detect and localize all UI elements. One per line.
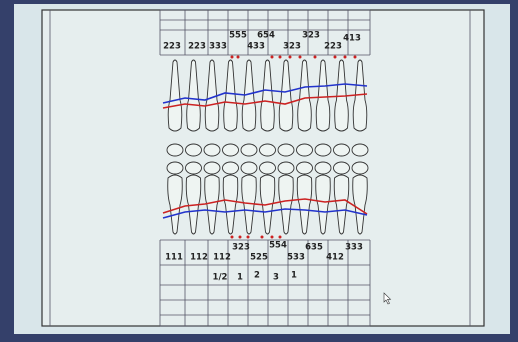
- lower-crown: [315, 162, 331, 174]
- upper-crown: [315, 144, 331, 156]
- probing-depth: 223: [163, 42, 181, 52]
- probing-depth: 323: [302, 31, 320, 41]
- probing-depth: 323: [283, 42, 301, 52]
- mobility: 1: [291, 271, 297, 281]
- lower-crown: [297, 162, 313, 174]
- upper-crown: [167, 144, 183, 156]
- lower-crown: [334, 162, 350, 174]
- mobility: 1/2: [213, 273, 228, 283]
- probing-depth: 223: [188, 42, 206, 52]
- upper-crown: [241, 144, 257, 156]
- probing-depth: 413: [343, 34, 361, 44]
- upper-crown: [223, 144, 239, 156]
- upper-crown: [278, 144, 294, 156]
- probing-depth: 223: [324, 42, 342, 52]
- photo: 2232233335556544333233232234131111121123…: [0, 0, 518, 342]
- lower-crown: [167, 162, 183, 174]
- probing-depth: 554: [269, 241, 287, 251]
- probing-depth: 111: [165, 253, 183, 263]
- probing-depth: 433: [247, 42, 265, 52]
- upper-crown: [204, 144, 220, 156]
- probing-depth: 412: [326, 253, 344, 263]
- lower-crown: [260, 162, 276, 174]
- upper-crown: [334, 144, 350, 156]
- teeth: [167, 60, 368, 234]
- probing-depth: 635: [305, 243, 323, 253]
- probing-depth: 333: [345, 243, 363, 253]
- upper-crown: [352, 144, 368, 156]
- mobility: 2: [254, 271, 260, 281]
- upper-crown: [260, 144, 276, 156]
- lower-crown: [204, 162, 220, 174]
- probing-depth: 533: [287, 253, 305, 263]
- mobility: 3: [273, 273, 279, 283]
- probing-depth: 333: [209, 42, 227, 52]
- lower-crown: [352, 162, 368, 174]
- probing-depth: 525: [250, 253, 268, 263]
- probing-depth: 112: [213, 253, 231, 263]
- lower-crown: [186, 162, 202, 174]
- probing-depth: 654: [257, 31, 275, 41]
- page: 2232233335556544333233232234131111121123…: [0, 0, 518, 342]
- lower-crown: [223, 162, 239, 174]
- upper-crown: [297, 144, 313, 156]
- mobility: 1: [237, 273, 243, 283]
- probing-depth: 323: [232, 243, 250, 253]
- probing-depth: 112: [190, 253, 208, 263]
- upper-crown: [186, 144, 202, 156]
- probing-depth: 555: [229, 31, 247, 41]
- lower-crown: [241, 162, 257, 174]
- lower-crown: [278, 162, 294, 174]
